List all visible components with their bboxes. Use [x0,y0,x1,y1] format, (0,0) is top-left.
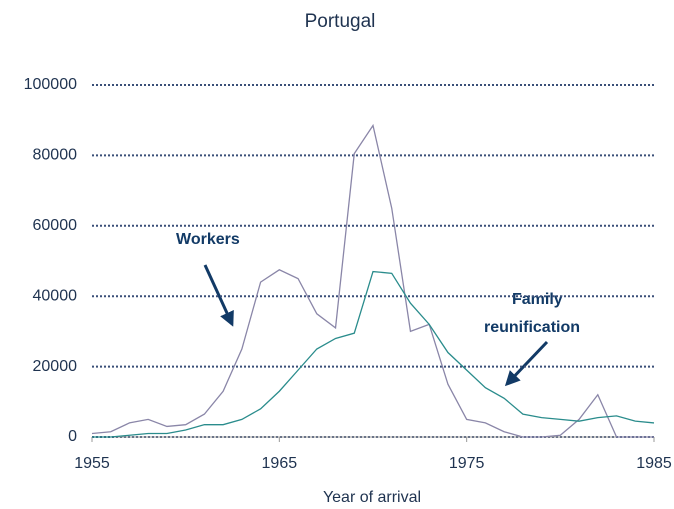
y-tick-label: 60000 [33,217,78,234]
y-tick-label: 20000 [33,358,78,375]
arrow [203,264,234,327]
y-tick-label: 0 [68,428,77,445]
data-line [91,123,654,438]
annotation: Family [512,291,563,308]
x-axis-label: Year of arrival [323,489,421,506]
x-tick-label: 1985 [636,455,672,472]
data-line [92,270,655,438]
y-tick-label: 100000 [24,76,77,93]
annotation: reunification [484,319,580,336]
arrow [504,340,549,387]
chart-title: Portugal [305,11,376,32]
annotation: Workers [176,231,240,248]
x-tick-label: 1975 [449,455,485,472]
x-tick-label: 1965 [262,455,298,472]
y-tick-label: 80000 [33,147,78,164]
x-tick-label: 1955 [74,455,110,472]
y-tick-label: 40000 [33,287,78,304]
